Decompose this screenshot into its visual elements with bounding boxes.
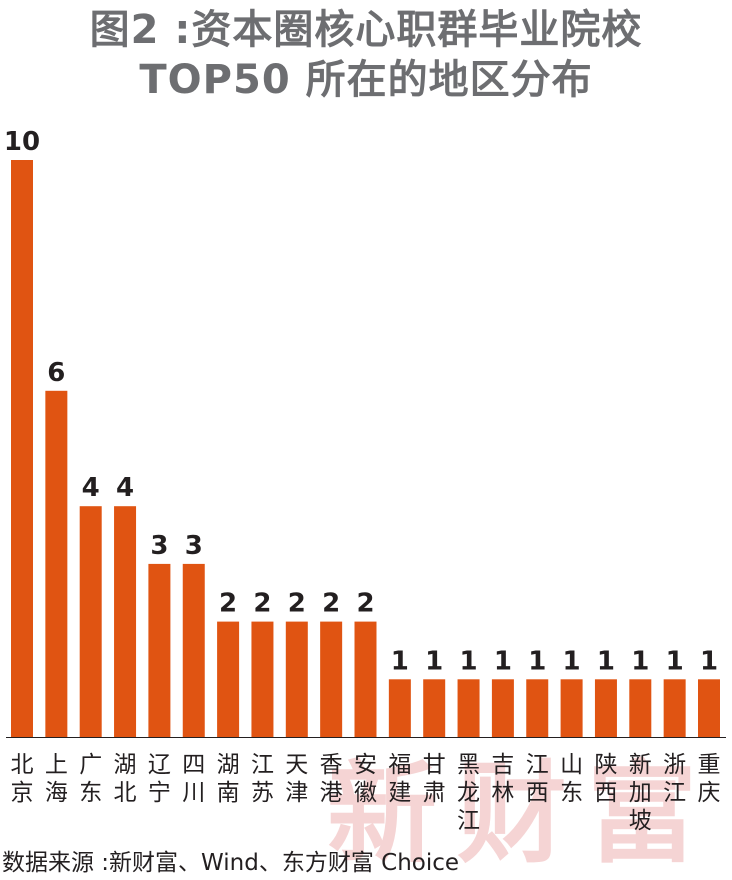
bar-chart: 10北京6上海4广东4湖北3辽宁3四川2湖南2江苏2天津2香港2安徽1福建1甘肃… [4, 127, 726, 834]
bar [251, 621, 274, 737]
category-label: 北 [114, 780, 137, 806]
data-label: 2 [219, 589, 237, 619]
bar [285, 621, 308, 737]
category-label: 吉 [491, 752, 514, 778]
category-label: 四 [182, 752, 205, 778]
category-label: 建 [388, 780, 411, 806]
bar [354, 621, 377, 737]
bar [663, 679, 686, 737]
bar [182, 563, 205, 737]
data-label: 6 [47, 358, 65, 388]
category-label: 江 [526, 752, 549, 778]
category-label: 新 [629, 752, 652, 778]
category-label: 海 [45, 780, 68, 806]
category-label: 江 [251, 752, 274, 778]
category-label: 上 [45, 752, 68, 778]
bar [629, 679, 652, 737]
data-label: 2 [356, 589, 374, 619]
bar [594, 679, 617, 737]
bar [114, 506, 137, 737]
chart-title-line-2: TOP50 所在的地区分布 [139, 57, 593, 103]
data-label: 1 [528, 646, 546, 676]
category-label: 宁 [148, 780, 171, 806]
data-label: 1 [460, 646, 478, 676]
category-label: 京 [11, 780, 34, 806]
category-label: 坡 [629, 808, 652, 834]
data-label: 1 [597, 646, 615, 676]
category-label: 福 [388, 752, 411, 778]
category-label: 辽 [148, 752, 171, 778]
category-label: 山 [560, 752, 583, 778]
category-label: 甘 [423, 752, 446, 778]
data-label: 10 [4, 127, 40, 157]
category-label: 庆 [698, 780, 721, 806]
data-label: 1 [631, 646, 649, 676]
category-label: 津 [285, 780, 308, 806]
bar [560, 679, 583, 737]
category-label: 西 [594, 780, 617, 806]
category-label: 湖 [114, 752, 137, 778]
bar [698, 679, 720, 737]
data-label: 2 [253, 589, 271, 619]
category-label: 湖 [217, 752, 240, 778]
bar [320, 621, 343, 737]
bar [148, 563, 171, 737]
category-label: 陕 [594, 752, 617, 778]
bar [217, 621, 240, 737]
category-label: 东 [560, 780, 583, 806]
category-label: 肃 [423, 780, 446, 806]
category-label: 苏 [251, 780, 274, 806]
data-label: 3 [150, 531, 168, 561]
category-label: 西 [526, 780, 549, 806]
data-label: 2 [288, 589, 306, 619]
data-label: 1 [563, 646, 581, 676]
data-label: 1 [425, 646, 443, 676]
category-label: 重 [698, 752, 721, 778]
bar [388, 679, 411, 737]
category-label: 江 [457, 808, 480, 834]
data-label: 2 [322, 589, 340, 619]
category-label: 天 [285, 752, 308, 778]
chart-title-line-1: 图2 :资本圈核心职群毕业院校 [89, 7, 643, 53]
category-label: 东 [79, 780, 102, 806]
category-label: 江 [663, 780, 686, 806]
data-label: 1 [494, 646, 512, 676]
data-label: 1 [700, 646, 718, 676]
data-label: 1 [391, 646, 409, 676]
bar [45, 390, 68, 737]
category-label: 安 [354, 752, 377, 778]
watermark-logo: 新财富 [327, 749, 717, 878]
bar [457, 679, 480, 737]
bar [79, 506, 102, 737]
category-label: 广 [79, 752, 102, 778]
category-label: 徽 [354, 780, 377, 806]
data-label: 3 [185, 531, 203, 561]
category-label: 林 [491, 780, 514, 806]
category-label: 加 [629, 780, 652, 806]
category-label: 川 [182, 780, 205, 806]
data-label: 1 [666, 646, 684, 676]
bar [423, 679, 446, 737]
category-label: 龙 [457, 780, 480, 806]
source-note: 数据来源 :新财富、Wind、东方财富 Choice [2, 850, 460, 876]
category-label: 黑 [457, 752, 480, 778]
data-label: 4 [82, 473, 100, 503]
data-label: 4 [116, 473, 134, 503]
category-label: 香 [320, 752, 343, 778]
bar [526, 679, 549, 737]
category-label: 浙 [663, 752, 686, 778]
category-label: 北 [11, 752, 34, 778]
category-label: 港 [320, 780, 343, 806]
category-label: 南 [217, 780, 240, 806]
bar [491, 679, 514, 737]
bar [11, 160, 33, 737]
